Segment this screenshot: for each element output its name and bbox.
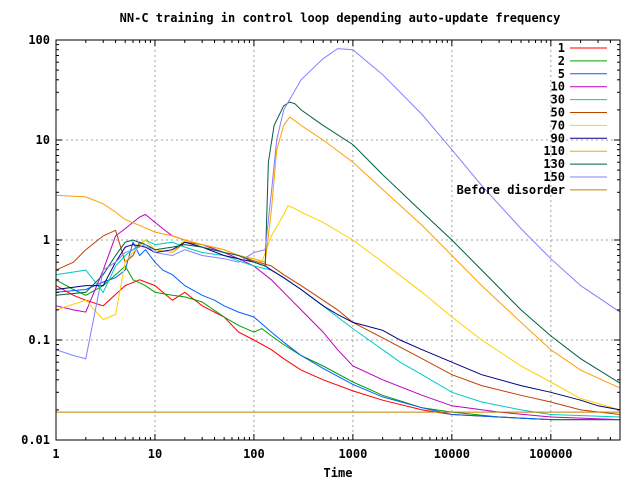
- x-tick-label: 100: [243, 447, 265, 461]
- plot-area: [55, 48, 621, 421]
- series-line-150: [55, 48, 621, 360]
- series-line-130: [55, 101, 621, 384]
- legend-label: 150: [543, 170, 565, 184]
- legend-label: 30: [551, 93, 565, 107]
- grid: [56, 40, 620, 440]
- plot-frame: [55, 39, 621, 441]
- legend-label: 110: [543, 144, 565, 158]
- legend-label: 130: [543, 157, 565, 171]
- legend-label: 2: [558, 54, 565, 68]
- y-tick-label: 1: [43, 233, 50, 247]
- series-line-70: [55, 205, 621, 411]
- x-tick-label: 1: [52, 447, 59, 461]
- series-line-2: [55, 265, 620, 421]
- x-tick-label: 10000: [434, 447, 470, 461]
- series-line-5: [55, 240, 620, 421]
- series-line-90: [55, 241, 621, 411]
- legend-label: 70: [551, 118, 565, 132]
- x-axis-label: Time: [324, 466, 353, 480]
- legend-label: 1: [558, 41, 565, 55]
- y-tick-label: 0.1: [28, 333, 50, 347]
- legend-label: Before disorder: [457, 183, 565, 197]
- chart-title: NN-C training in control loop depending …: [120, 11, 561, 25]
- y-tick-label: 0.01: [21, 433, 50, 447]
- legend-label: 90: [551, 131, 565, 145]
- series-line-110: [55, 116, 621, 389]
- series-line-30: [55, 239, 621, 418]
- y-tick-label: 10: [36, 133, 50, 147]
- x-tick-label: 100000: [529, 447, 572, 461]
- legend-label: 10: [551, 80, 565, 94]
- series-line-1: [55, 279, 620, 421]
- y-tick-label: 100: [28, 33, 50, 47]
- x-tick-label: 10: [148, 447, 162, 461]
- x-tick-label: 1000: [338, 447, 367, 461]
- legend-label: 5: [558, 67, 565, 81]
- legend-label: 50: [551, 106, 565, 120]
